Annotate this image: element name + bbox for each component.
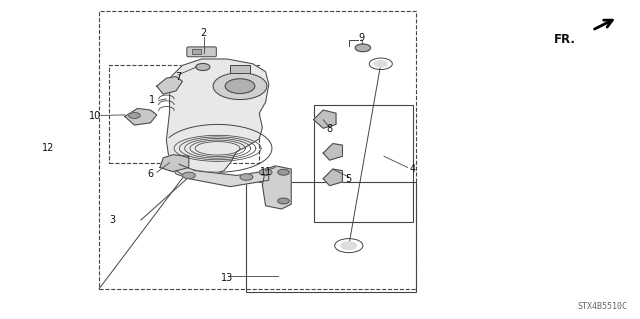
Polygon shape bbox=[314, 110, 336, 128]
Text: 8: 8 bbox=[326, 124, 333, 134]
Bar bbox=[192, 49, 201, 54]
Circle shape bbox=[374, 61, 387, 67]
Polygon shape bbox=[176, 164, 269, 187]
Circle shape bbox=[355, 44, 371, 52]
Bar bbox=[99, 11, 416, 289]
Circle shape bbox=[196, 63, 210, 70]
Text: 1: 1 bbox=[149, 95, 156, 106]
Text: 6: 6 bbox=[147, 169, 154, 179]
Text: 11: 11 bbox=[259, 167, 272, 177]
Text: 9: 9 bbox=[358, 33, 365, 43]
Text: 7: 7 bbox=[175, 71, 181, 82]
Circle shape bbox=[278, 198, 289, 204]
Circle shape bbox=[182, 172, 195, 179]
Text: 5: 5 bbox=[346, 174, 352, 184]
Text: 4: 4 bbox=[410, 164, 416, 174]
Circle shape bbox=[278, 169, 289, 175]
Bar bbox=[246, 182, 416, 292]
Text: 13: 13 bbox=[221, 272, 234, 283]
Text: 10: 10 bbox=[88, 111, 101, 122]
Text: FR.: FR. bbox=[554, 33, 576, 46]
Polygon shape bbox=[166, 59, 269, 179]
Bar bbox=[314, 105, 413, 222]
Polygon shape bbox=[262, 166, 291, 209]
Text: STX4B5510C: STX4B5510C bbox=[577, 302, 627, 311]
Text: 2: 2 bbox=[200, 28, 207, 39]
Polygon shape bbox=[157, 77, 182, 94]
Circle shape bbox=[341, 242, 356, 249]
Text: 3: 3 bbox=[109, 215, 115, 225]
Polygon shape bbox=[160, 155, 189, 172]
Circle shape bbox=[213, 73, 267, 100]
Polygon shape bbox=[125, 108, 157, 125]
Polygon shape bbox=[323, 144, 342, 160]
Circle shape bbox=[225, 79, 255, 93]
Circle shape bbox=[259, 169, 272, 175]
Bar bbox=[109, 65, 259, 163]
Text: 12: 12 bbox=[42, 143, 54, 153]
Bar bbox=[230, 65, 250, 73]
Polygon shape bbox=[323, 169, 342, 186]
FancyBboxPatch shape bbox=[187, 47, 216, 57]
Circle shape bbox=[129, 113, 140, 118]
Circle shape bbox=[240, 174, 253, 180]
